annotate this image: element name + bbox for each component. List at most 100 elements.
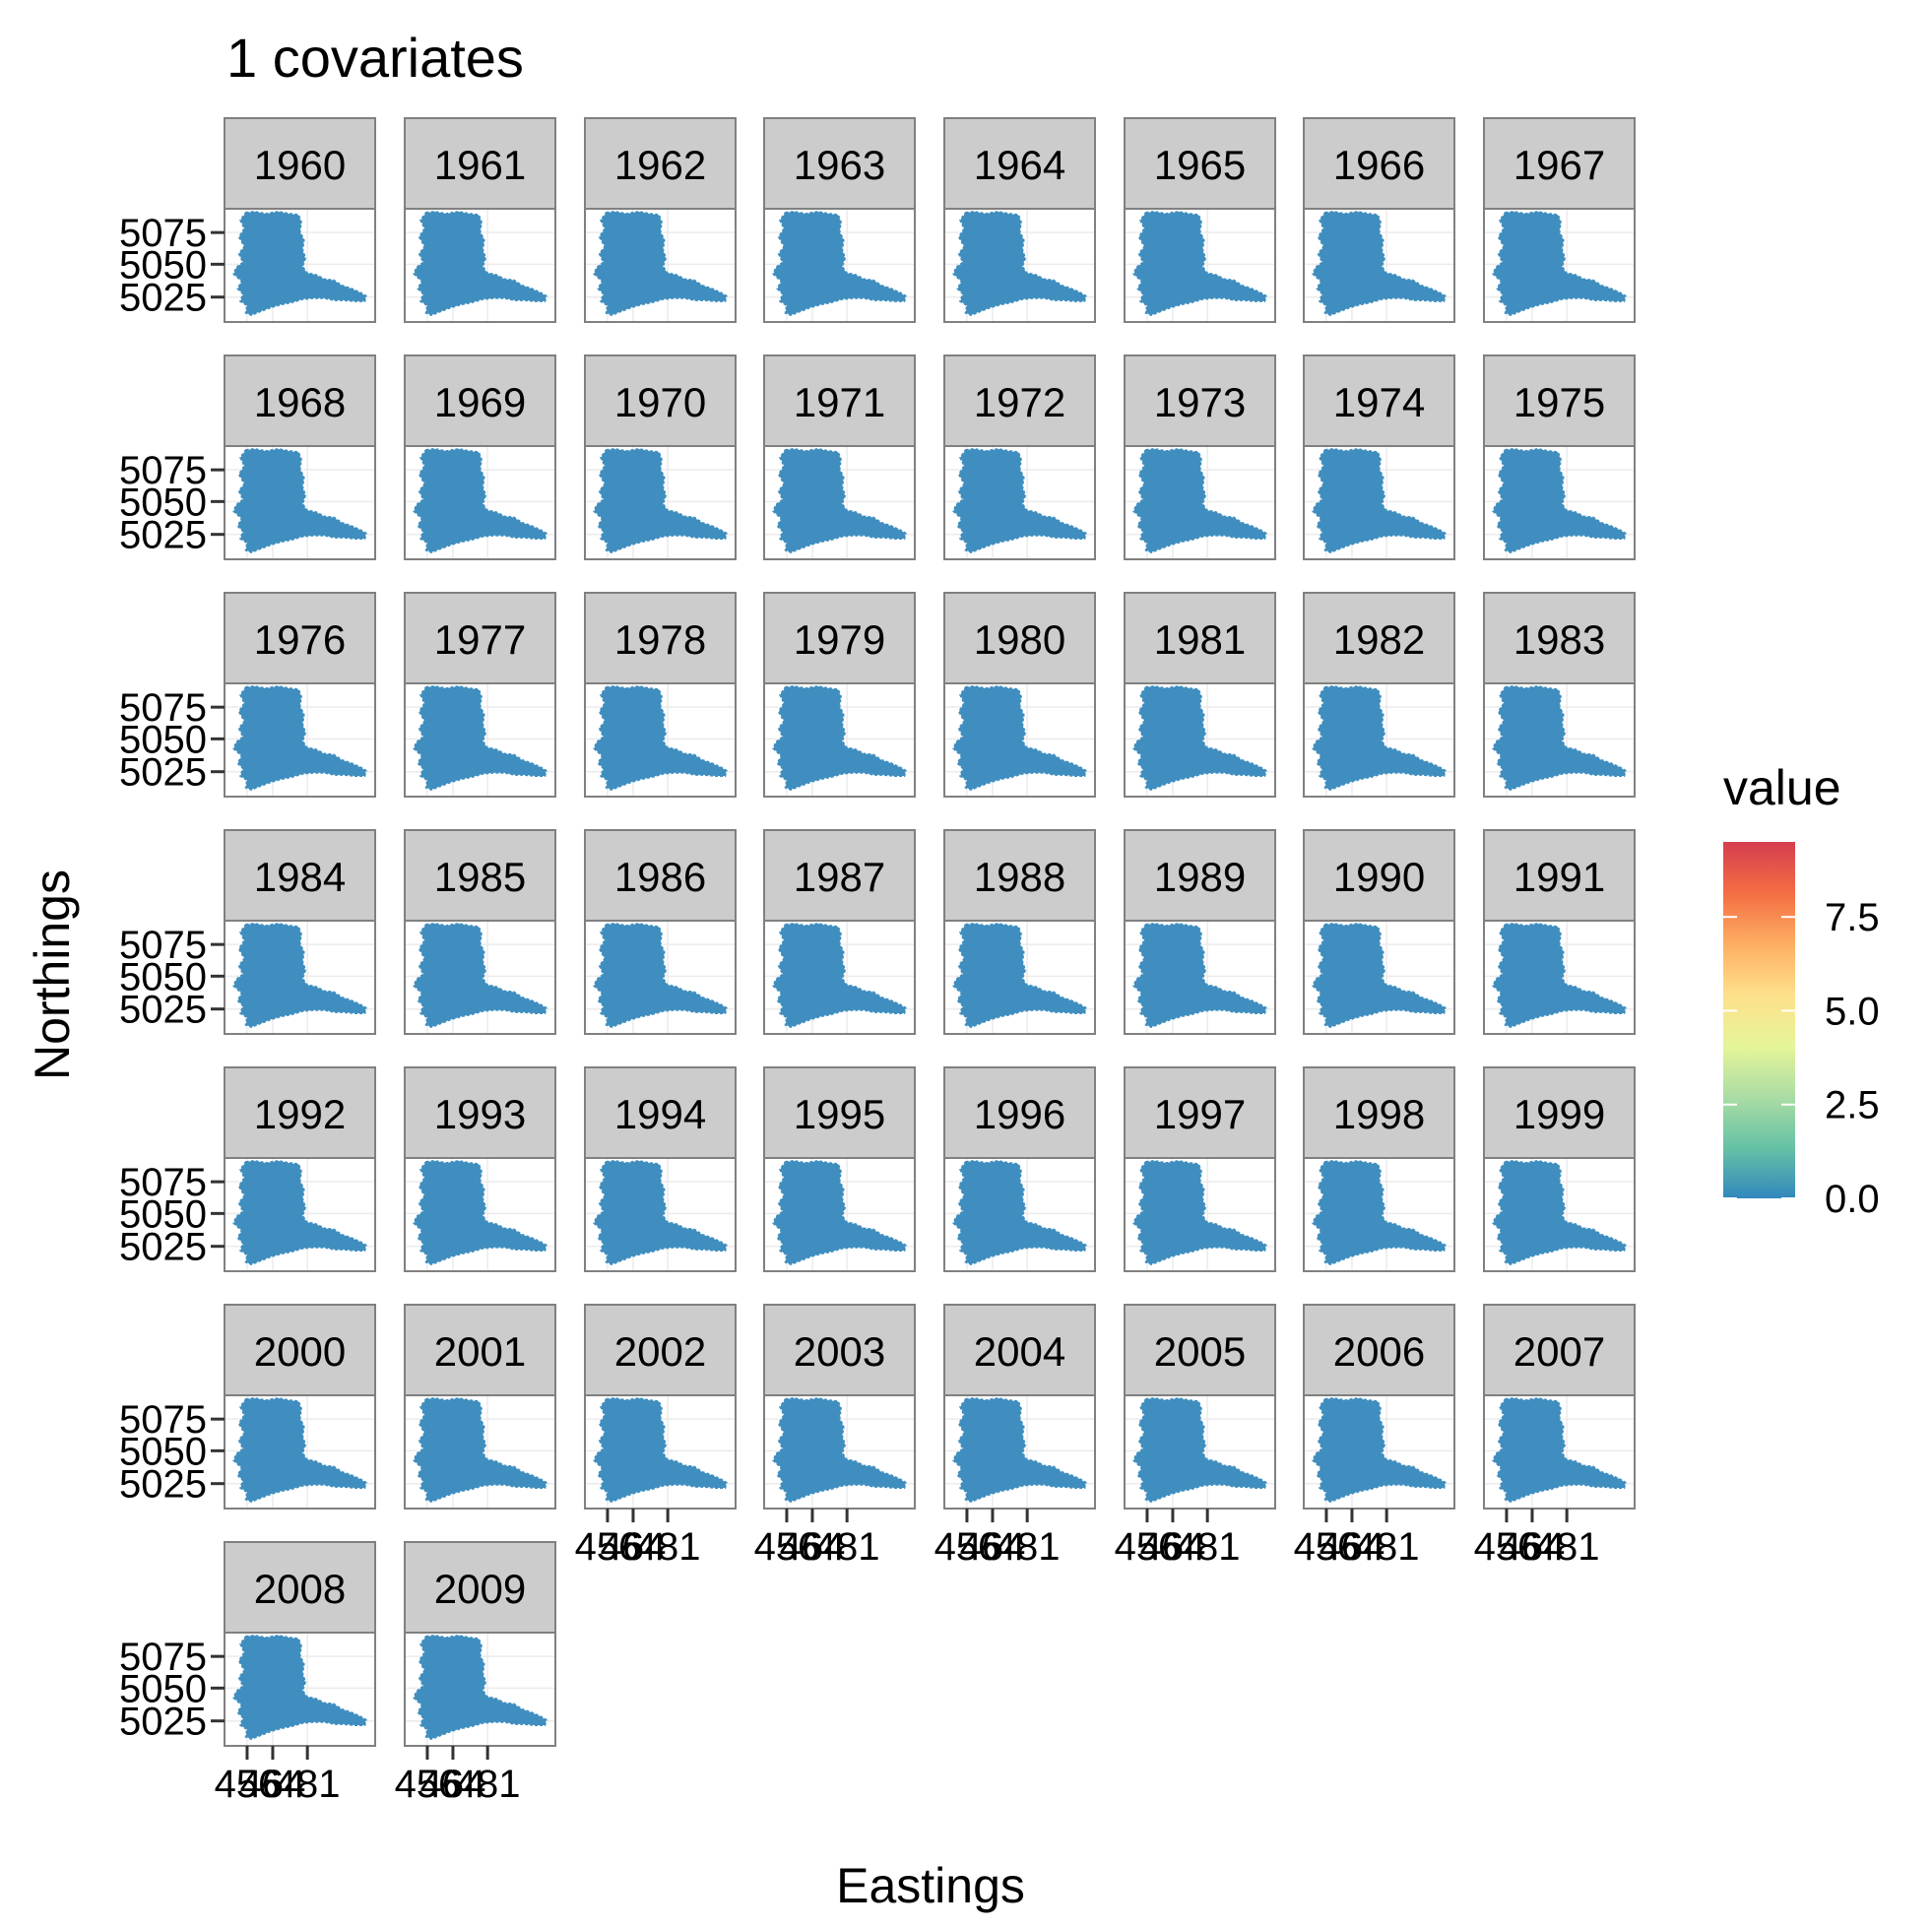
facet-label: 1984: [254, 854, 346, 900]
facet-label: 1977: [434, 616, 526, 663]
facet-strip: [943, 592, 1096, 684]
facet-label: 1974: [1333, 379, 1425, 425]
facet-strip: [404, 592, 556, 684]
x-tick-label: 456: [575, 1525, 641, 1569]
panel-border: [1303, 920, 1455, 1035]
facet-label: 2003: [794, 1328, 885, 1375]
catchment-cells: [1492, 1159, 1627, 1265]
y-tick-label: 5075: [119, 1398, 207, 1442]
catchment-cells: [772, 210, 907, 316]
facet-label: 1990: [1333, 854, 1425, 900]
panel-border: [1303, 1157, 1455, 1272]
y-tick-label: 5050: [119, 718, 207, 761]
facet-label: 1979: [794, 616, 885, 663]
x-tick-label: 481: [1354, 1525, 1420, 1569]
facet-strip: [1483, 1304, 1636, 1396]
catchment-cells: [593, 684, 728, 791]
catchment-cells: [1132, 210, 1267, 316]
y-tick-label: 5050: [119, 1192, 207, 1236]
facet-label: 2009: [434, 1566, 526, 1612]
panel-border: [763, 445, 916, 560]
facet-panel: 1964: [943, 117, 1096, 323]
facet-panel: 1997: [1124, 1066, 1276, 1272]
panel-border: [584, 682, 737, 798]
catchment-cells: [952, 684, 1087, 791]
facet-label: 1983: [1513, 616, 1605, 663]
facet-strip: [1303, 829, 1455, 922]
y-tick-label: 5025: [119, 751, 207, 795]
facet-label: 1965: [1154, 142, 1246, 188]
panel-border: [1303, 445, 1455, 560]
panel-border: [1483, 208, 1636, 323]
chart-title: 1 covariates: [226, 27, 524, 89]
x-tick-label: 481: [455, 1763, 521, 1806]
facet-label: 1971: [794, 379, 885, 425]
facet-strip: [763, 829, 916, 922]
y-tick-label: 5075: [119, 212, 207, 255]
facet-label: 1972: [974, 379, 1065, 425]
panel-border: [943, 1157, 1096, 1272]
facet-panel: 1982: [1303, 592, 1455, 798]
catchment-cells: [1312, 210, 1447, 316]
facet-label: 1966: [1333, 142, 1425, 188]
facet-panel: 1983: [1483, 592, 1636, 798]
facet-label: 1976: [254, 616, 346, 663]
y-tick-label: 5075: [119, 449, 207, 492]
facet-label: 1993: [434, 1091, 526, 1137]
panel-border: [584, 445, 737, 560]
facet-panel: 1963: [763, 117, 916, 323]
facet-strip: [943, 117, 1096, 210]
catchment-cells: [1312, 922, 1447, 1028]
catchment-cells: [952, 1159, 1087, 1265]
catchment-cells: [1312, 1159, 1447, 1265]
catchment-cells: [413, 922, 547, 1028]
facet-strip: [584, 829, 737, 922]
facet-panel: 1979: [763, 592, 916, 798]
panel-border: [1483, 445, 1636, 560]
facet-panel: 1967: [1483, 117, 1636, 323]
facet-label: 1995: [794, 1091, 885, 1137]
facet-panel: 1974: [1303, 354, 1455, 560]
catchment-cells: [413, 684, 547, 791]
facet-strip: [1124, 592, 1276, 684]
legend-tick-label: 5.0: [1825, 990, 1880, 1033]
catchment-cells: [1492, 210, 1627, 316]
facet-strip: [224, 592, 376, 684]
x-tick-label: 464: [1320, 1525, 1385, 1569]
panel-border: [404, 1632, 556, 1747]
panel-border: [763, 920, 916, 1035]
facet-panel: 1970: [584, 354, 737, 560]
catchment-cells: [413, 1159, 547, 1265]
x-tick-label: 456: [1115, 1525, 1181, 1569]
facet-strip: [584, 592, 737, 684]
x-tick-label: 456: [1474, 1525, 1540, 1569]
facet-strip: [1124, 829, 1276, 922]
facet-panel: 1975: [1483, 354, 1636, 560]
facet-label: 1963: [794, 142, 885, 188]
facet-strip: [763, 117, 916, 210]
legend-ticks: 0.0 2.5 5.0 7.5: [1723, 896, 1880, 1221]
facet-panel: 1993: [404, 1066, 556, 1272]
facet-label: 1968: [254, 379, 346, 425]
facet-label: 1981: [1154, 616, 1246, 663]
panel-border: [584, 920, 737, 1035]
x-tick-label: 481: [1175, 1525, 1241, 1569]
color-legend: value 0.0 2.5 5.0 7.5: [1723, 760, 1880, 1221]
catchment-cells: [1492, 447, 1627, 553]
panel-border: [1303, 682, 1455, 798]
x-tick-label: 464: [420, 1763, 486, 1806]
panel-border: [404, 445, 556, 560]
facet-label: 1989: [1154, 854, 1246, 900]
x-tick-label: 481: [995, 1525, 1061, 1569]
facet-label: 1975: [1513, 379, 1605, 425]
facet-strip: [1124, 354, 1276, 447]
panel-border: [404, 208, 556, 323]
facet-label: 1964: [974, 142, 1065, 188]
panel-border: [404, 1394, 556, 1510]
facet-panel: 1986: [584, 829, 737, 1035]
